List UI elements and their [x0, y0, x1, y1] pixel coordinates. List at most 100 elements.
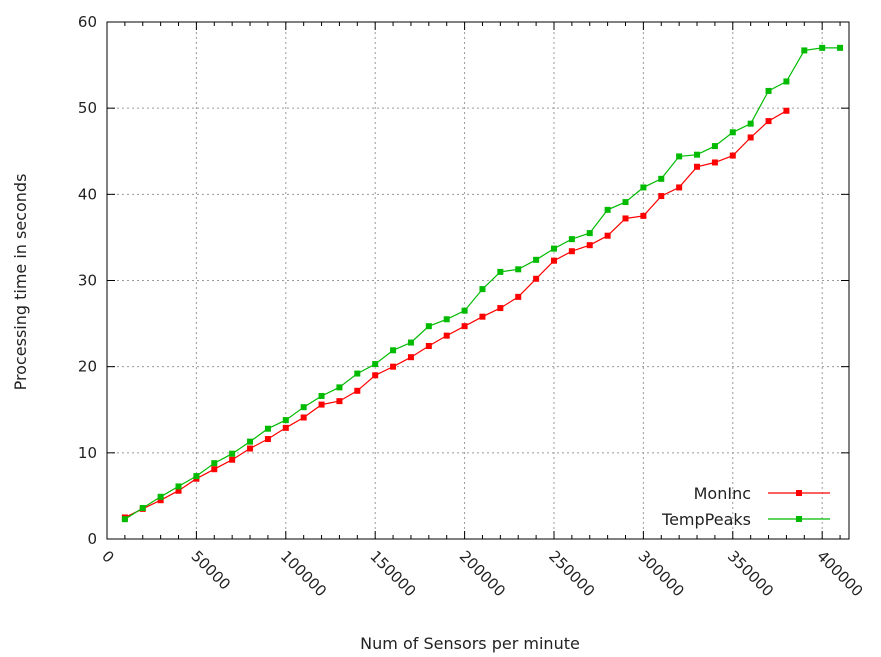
x-tick-label: 300000	[635, 547, 688, 600]
data-point	[622, 215, 629, 222]
data-point	[497, 305, 504, 312]
data-point	[443, 332, 450, 339]
data-point	[568, 248, 575, 255]
x-tick-label: 250000	[545, 547, 598, 600]
y-tick-label: 60	[78, 13, 97, 31]
data-point	[801, 47, 808, 54]
data-point	[264, 436, 271, 443]
data-point	[694, 151, 701, 158]
data-point	[300, 404, 307, 411]
data-point	[711, 143, 718, 150]
data-point	[390, 347, 397, 354]
x-tick-label: 150000	[366, 547, 419, 600]
data-point	[819, 44, 826, 51]
data-point	[247, 445, 254, 452]
x-tick-label: 400000	[813, 547, 866, 600]
data-point	[711, 159, 718, 166]
x-tick-label: 200000	[456, 547, 509, 600]
legend-label: TempPeaks	[661, 510, 751, 529]
data-point	[372, 372, 379, 379]
data-point	[318, 392, 325, 399]
data-point	[318, 401, 325, 408]
series-layer	[121, 44, 844, 523]
data-point	[461, 323, 468, 330]
data-point	[747, 134, 754, 141]
data-point	[676, 184, 683, 191]
data-point	[425, 342, 432, 349]
data-point	[658, 175, 665, 182]
data-point	[533, 275, 540, 282]
data-point	[604, 232, 611, 239]
y-tick-label: 10	[78, 444, 97, 462]
data-point	[443, 316, 450, 323]
x-tick-label: 0	[98, 547, 117, 566]
data-point	[550, 257, 557, 264]
data-point	[264, 425, 271, 432]
data-point	[604, 206, 611, 213]
data-point	[157, 497, 164, 504]
data-point	[765, 118, 772, 125]
data-point	[139, 504, 146, 511]
legend-swatch-marker	[796, 516, 802, 522]
data-point	[837, 44, 844, 51]
data-point	[372, 361, 379, 368]
data-point	[390, 363, 397, 370]
data-point	[193, 473, 200, 480]
x-axis-label: Num of Sensors per minute	[360, 634, 580, 653]
legend-swatch-marker	[796, 490, 802, 496]
y-tick-label: 0	[87, 530, 97, 548]
data-point	[640, 184, 647, 191]
data-point	[765, 87, 772, 94]
data-point	[586, 230, 593, 237]
data-point	[783, 78, 790, 85]
data-point	[354, 387, 361, 394]
data-point	[729, 129, 736, 136]
x-tick-label: 350000	[724, 547, 777, 600]
x-tick-label: 50000	[188, 547, 234, 593]
data-point	[354, 370, 361, 377]
data-point	[175, 483, 182, 490]
y-axis: 0 10 20 30 40 50 60	[78, 13, 849, 548]
data-point	[247, 438, 254, 445]
data-point	[425, 323, 432, 330]
data-point	[336, 398, 343, 405]
data-point	[658, 193, 665, 200]
data-point	[282, 417, 289, 424]
data-point	[640, 212, 647, 219]
data-point	[550, 245, 557, 252]
data-point	[157, 493, 164, 500]
data-point	[515, 293, 522, 300]
data-point	[586, 242, 593, 249]
legend-label: MonInc	[694, 484, 751, 503]
data-point	[533, 256, 540, 263]
data-point	[211, 460, 218, 467]
data-point	[497, 268, 504, 275]
data-point	[229, 450, 236, 457]
x-axis: 0 50000 100000 150000 200000 250000 300000 3500…	[98, 22, 867, 600]
grid	[107, 22, 849, 539]
data-point	[229, 456, 236, 463]
data-point	[407, 354, 414, 361]
data-point	[622, 199, 629, 206]
data-point	[461, 307, 468, 314]
data-point	[515, 266, 522, 273]
y-axis-label: Processing time in seconds	[11, 174, 30, 391]
data-point	[694, 163, 701, 170]
data-point	[479, 286, 486, 293]
data-point	[121, 516, 128, 523]
data-point	[729, 152, 736, 159]
y-tick-label: 20	[78, 358, 97, 376]
y-tick-label: 50	[78, 99, 97, 117]
legend: MonInc TempPeaks	[661, 484, 830, 529]
data-point	[568, 236, 575, 243]
data-point	[479, 313, 486, 320]
data-point	[336, 384, 343, 391]
data-point	[676, 153, 683, 160]
series-temppeaks	[121, 44, 844, 523]
data-point	[407, 339, 414, 346]
y-tick-label: 30	[78, 272, 97, 290]
series-line	[124, 110, 787, 519]
y-tick-label: 40	[78, 185, 97, 203]
data-point	[747, 120, 754, 127]
